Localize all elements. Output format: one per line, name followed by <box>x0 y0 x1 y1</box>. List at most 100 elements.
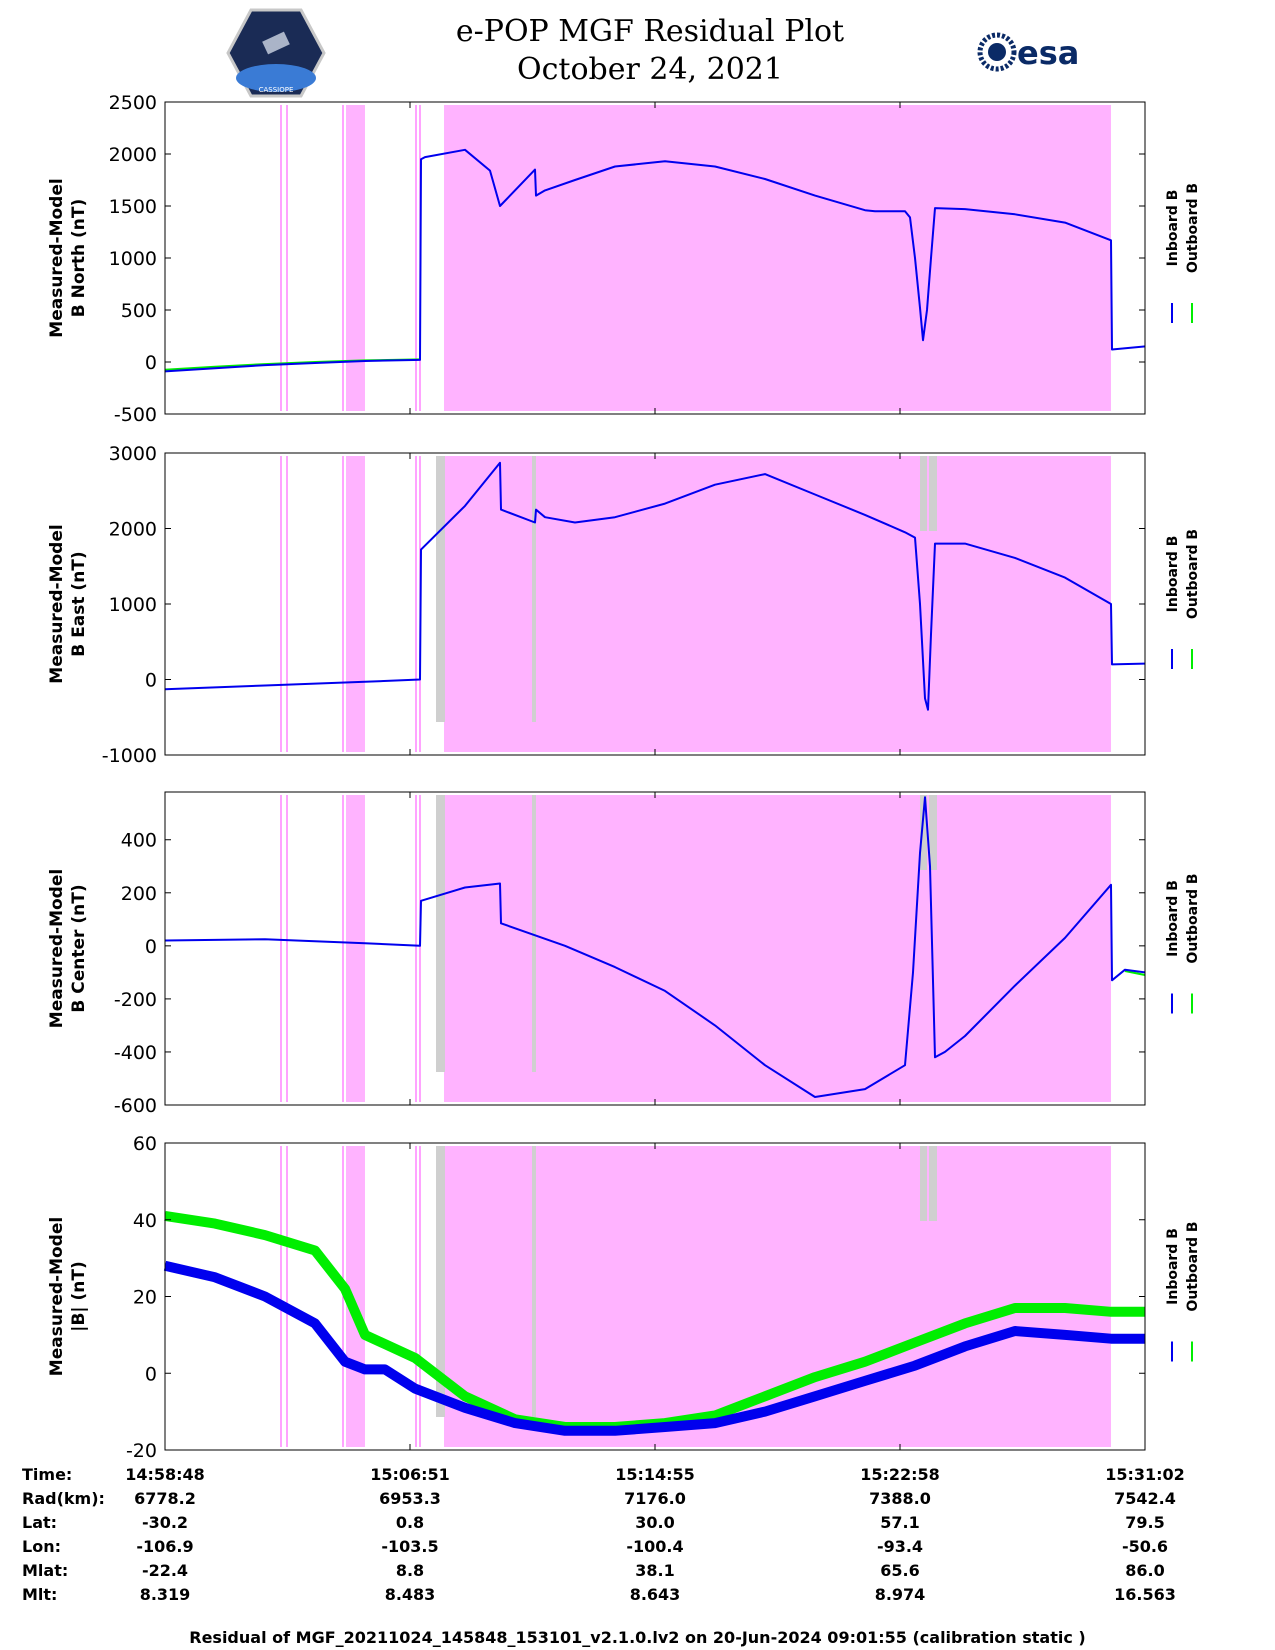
event-band <box>444 456 1111 752</box>
data-gap-band <box>920 1146 927 1221</box>
table-cell: -100.4 <box>626 1537 684 1556</box>
legend-outboard-label: Outboard B <box>1185 529 1201 619</box>
table-cell: 65.6 <box>880 1561 920 1580</box>
y-tick-label: 0 <box>145 352 157 374</box>
chart-panel-2: -1000 0 1000 2000 3000 Measured-Model B East (… <box>47 443 1201 767</box>
table-cell: 8.974 <box>874 1585 926 1604</box>
y-tick-label: 20 <box>133 1287 157 1309</box>
y-tick-label: 3000 <box>109 443 157 465</box>
y-axis-label-line2: B Center (nT) <box>69 884 89 1012</box>
table-label-rad: Rad(km): <box>22 1489 105 1508</box>
y-tick-label: 500 <box>121 300 157 322</box>
legend-outboard-label: Outboard B <box>1185 1221 1201 1311</box>
table-cell: 6953.3 <box>379 1489 441 1508</box>
y-tick-label: -200 <box>114 989 157 1011</box>
y-tick-label: 1500 <box>109 196 157 218</box>
table-label-mlt: Mlt: <box>22 1585 58 1604</box>
legend: Inboard B Outboard B <box>1165 529 1201 669</box>
table-cell: 79.5 <box>1125 1513 1165 1532</box>
table-cell: -50.6 <box>1121 1537 1169 1556</box>
table-cell: 15:06:51 <box>370 1465 450 1484</box>
table-cell: 14:58:48 <box>125 1465 205 1484</box>
table-cell: 7388.0 <box>869 1489 931 1508</box>
series-line-inboard <box>163 1260 1145 1436</box>
y-tick-label: 200 <box>121 883 157 905</box>
data-gap-band <box>920 456 927 531</box>
legend: Inboard B Outboard B <box>1165 1221 1201 1362</box>
series-line-inboard <box>164 461 1146 711</box>
chart-title-line1: e-POP MGF Residual Plot <box>455 14 845 49</box>
y-tick-label: -600 <box>114 1095 157 1117</box>
table-cell: -22.4 <box>141 1561 189 1580</box>
table-cell: -93.4 <box>876 1537 924 1556</box>
table-cell: 15:22:58 <box>860 1465 940 1484</box>
table-cell: 86.0 <box>1125 1561 1165 1580</box>
y-tick-label: 40 <box>133 1210 157 1232</box>
y-tick-label: 2500 <box>109 92 157 114</box>
footer-caption: Residual of MGF_20211024_145848_153101_v… <box>189 1628 1086 1647</box>
legend-outboard-label: Outboard B <box>1185 183 1201 273</box>
y-tick-label: 0 <box>145 670 157 692</box>
table-label-lon: Lon: <box>22 1537 61 1556</box>
y-tick-label: 1000 <box>109 248 157 270</box>
y-tick-label: 2000 <box>109 519 157 541</box>
event-band <box>346 105 365 411</box>
table-cell: 8.483 <box>384 1585 436 1604</box>
legend: Inboard B Outboard B <box>1165 183 1201 323</box>
table-cell: 8.319 <box>139 1585 191 1604</box>
table-cell: 16.563 <box>1114 1585 1176 1604</box>
data-gap-band <box>920 795 927 870</box>
y-tick-label: 0 <box>145 936 157 958</box>
y-tick-label: -1000 <box>102 745 157 767</box>
data-gap-band <box>929 1146 937 1221</box>
event-band <box>444 1146 1111 1447</box>
legend-outboard-label: Outboard B <box>1185 873 1201 963</box>
y-axis-label: Measured-Model |B| (nT) <box>47 1217 89 1376</box>
y-tick-label: 2000 <box>109 144 157 166</box>
data-gap-band <box>929 795 937 870</box>
y-axis-label: Measured-Model B East (nT) <box>47 524 89 683</box>
table-label-time: Time: <box>22 1465 73 1484</box>
series-line-outboard <box>1124 970 1146 976</box>
event-band <box>444 105 1111 411</box>
event-band <box>444 795 1111 1102</box>
svg-text:esa: esa <box>1017 34 1079 72</box>
table-cell: 15:31:02 <box>1105 1465 1185 1484</box>
cassiope-logo-icon: CASSIOPE <box>226 8 326 98</box>
table-cell: 7176.0 <box>624 1489 686 1508</box>
table-cell: 7542.4 <box>1114 1489 1176 1508</box>
y-tick-label: 400 <box>121 830 157 852</box>
y-axis-label-line1: Measured-Model <box>47 1217 67 1376</box>
y-tick-label: -500 <box>114 404 157 426</box>
series-line-inboard <box>164 796 1146 1098</box>
table-cell: 38.1 <box>635 1561 675 1580</box>
legend-inboard-label: Inboard B <box>1165 536 1181 613</box>
svg-text:CASSIOPE: CASSIOPE <box>259 86 294 94</box>
table-cell: -30.2 <box>141 1513 189 1532</box>
y-tick-label: 60 <box>133 1133 157 1155</box>
event-band <box>346 456 365 752</box>
table-cell: 6778.2 <box>134 1489 196 1508</box>
chart-panel-4: -20 0 20 40 60 Measured-Model |B| (nT) Inboard … <box>47 1133 1201 1462</box>
y-tick-label: 1000 <box>109 594 157 616</box>
y-axis-label-line1: Measured-Model <box>47 178 67 337</box>
y-tick-label: 0 <box>145 1363 157 1385</box>
event-band <box>346 795 365 1102</box>
data-gap-band <box>436 795 445 1072</box>
table-cell: 30.0 <box>635 1513 675 1532</box>
data-gap-band <box>532 795 536 1072</box>
table-cell: 57.1 <box>880 1513 920 1532</box>
y-axis-label-line2: B North (nT) <box>69 199 89 318</box>
y-axis-label-line2: B East (nT) <box>69 551 89 656</box>
table-label-lat: Lat: <box>22 1513 58 1532</box>
y-tick-label: -20 <box>126 1440 157 1462</box>
table-cell: 0.8 <box>395 1513 425 1532</box>
esa-logo-icon: esa <box>977 32 1079 72</box>
data-gap-band <box>532 1146 536 1417</box>
table-cell: 8.8 <box>395 1561 425 1580</box>
table-label-mlat: Mlat: <box>22 1561 69 1580</box>
series-line-inboard <box>164 148 1146 373</box>
table-cell: 15:14:55 <box>615 1465 695 1484</box>
y-axis-label-line2: |B| (nT) <box>69 1261 89 1332</box>
